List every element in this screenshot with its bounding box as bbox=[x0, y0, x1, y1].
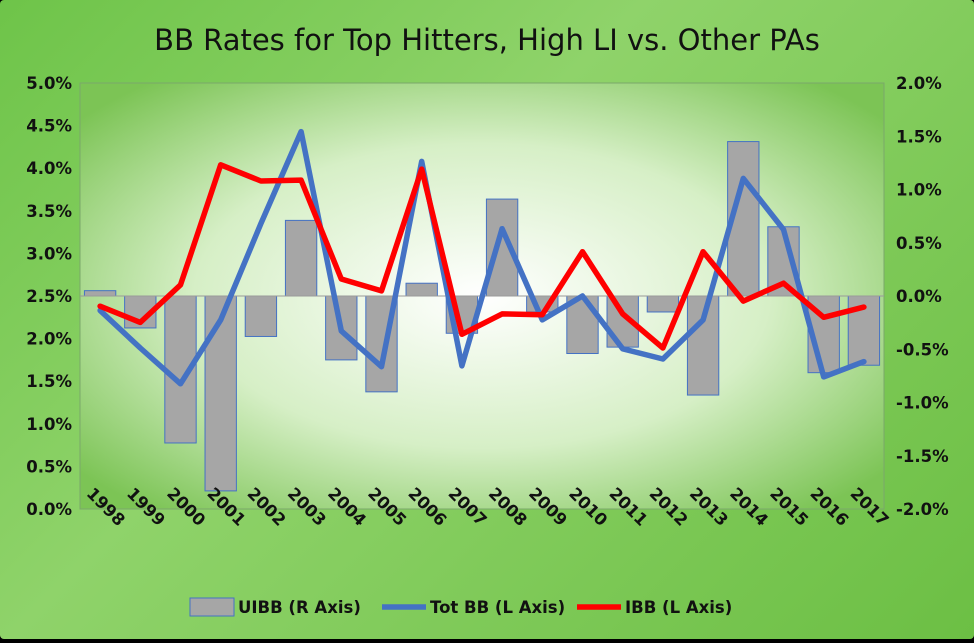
uibb-bar-2002 bbox=[244, 295, 278, 337]
uibb-bar-2006 bbox=[405, 282, 438, 297]
right-tick-label: 0.5% bbox=[896, 234, 942, 253]
left-tick-label: 0.0% bbox=[26, 500, 72, 519]
uibb-bar-2014 bbox=[727, 141, 760, 297]
left-tick-label: 2.5% bbox=[26, 287, 72, 306]
left-tick-label: 5.0% bbox=[26, 74, 72, 93]
line-series bbox=[97, 128, 867, 387]
left-tick-label: 2.0% bbox=[26, 330, 72, 349]
chart-title: BB Rates for Top Hitters, High LI vs. Ot… bbox=[154, 23, 820, 57]
right-tick-label: -1.0% bbox=[896, 394, 949, 413]
left-tick-label: 1.5% bbox=[26, 372, 72, 391]
line-ibb-l-axis bbox=[97, 162, 867, 351]
legend-label: UIBB (R Axis) bbox=[238, 598, 361, 617]
line-tot-bb-l-axis bbox=[97, 128, 867, 387]
right-tick-label: 0.0% bbox=[896, 287, 942, 306]
uibb-bar-2001 bbox=[204, 295, 237, 492]
uibb-bar-2012 bbox=[646, 295, 680, 313]
right-axis-ticks: -2.0% -1.5% -1.0% -0.5% 0.0% 0.5% 1.0% 1.5% 2.0% bbox=[896, 74, 949, 519]
left-tick-label: 3.5% bbox=[26, 202, 72, 221]
left-tick-label: 0.5% bbox=[26, 457, 72, 476]
uibb-bar-1998 bbox=[83, 290, 117, 297]
left-tick-label: 3.0% bbox=[26, 244, 72, 263]
right-tick-label: -2.0% bbox=[896, 500, 949, 519]
legend-label: IBB (L Axis) bbox=[625, 598, 732, 617]
right-tick-label: 1.5% bbox=[896, 127, 942, 146]
left-tick-label: 1.0% bbox=[26, 415, 72, 434]
legend-swatch-uibb bbox=[189, 597, 235, 617]
uibb-bar-2003 bbox=[284, 219, 318, 297]
legend: UIBB (R Axis) Tot BB (L Axis) IBB (L Axis) bbox=[189, 597, 732, 617]
left-tick-label: 4.5% bbox=[26, 117, 72, 136]
legend-label: Tot BB (L Axis) bbox=[430, 598, 565, 617]
right-tick-label: -1.5% bbox=[896, 447, 949, 466]
right-tick-label: 1.0% bbox=[896, 181, 942, 200]
right-tick-label: -0.5% bbox=[896, 340, 949, 359]
left-axis-ticks: 0.0% 0.5% 1.0% 1.5% 2.0% 2.5% 3.0% 3.5% 4.0% 4.5%… bbox=[26, 74, 72, 519]
left-tick-label: 4.0% bbox=[26, 159, 72, 178]
right-tick-label: 2.0% bbox=[896, 74, 942, 93]
